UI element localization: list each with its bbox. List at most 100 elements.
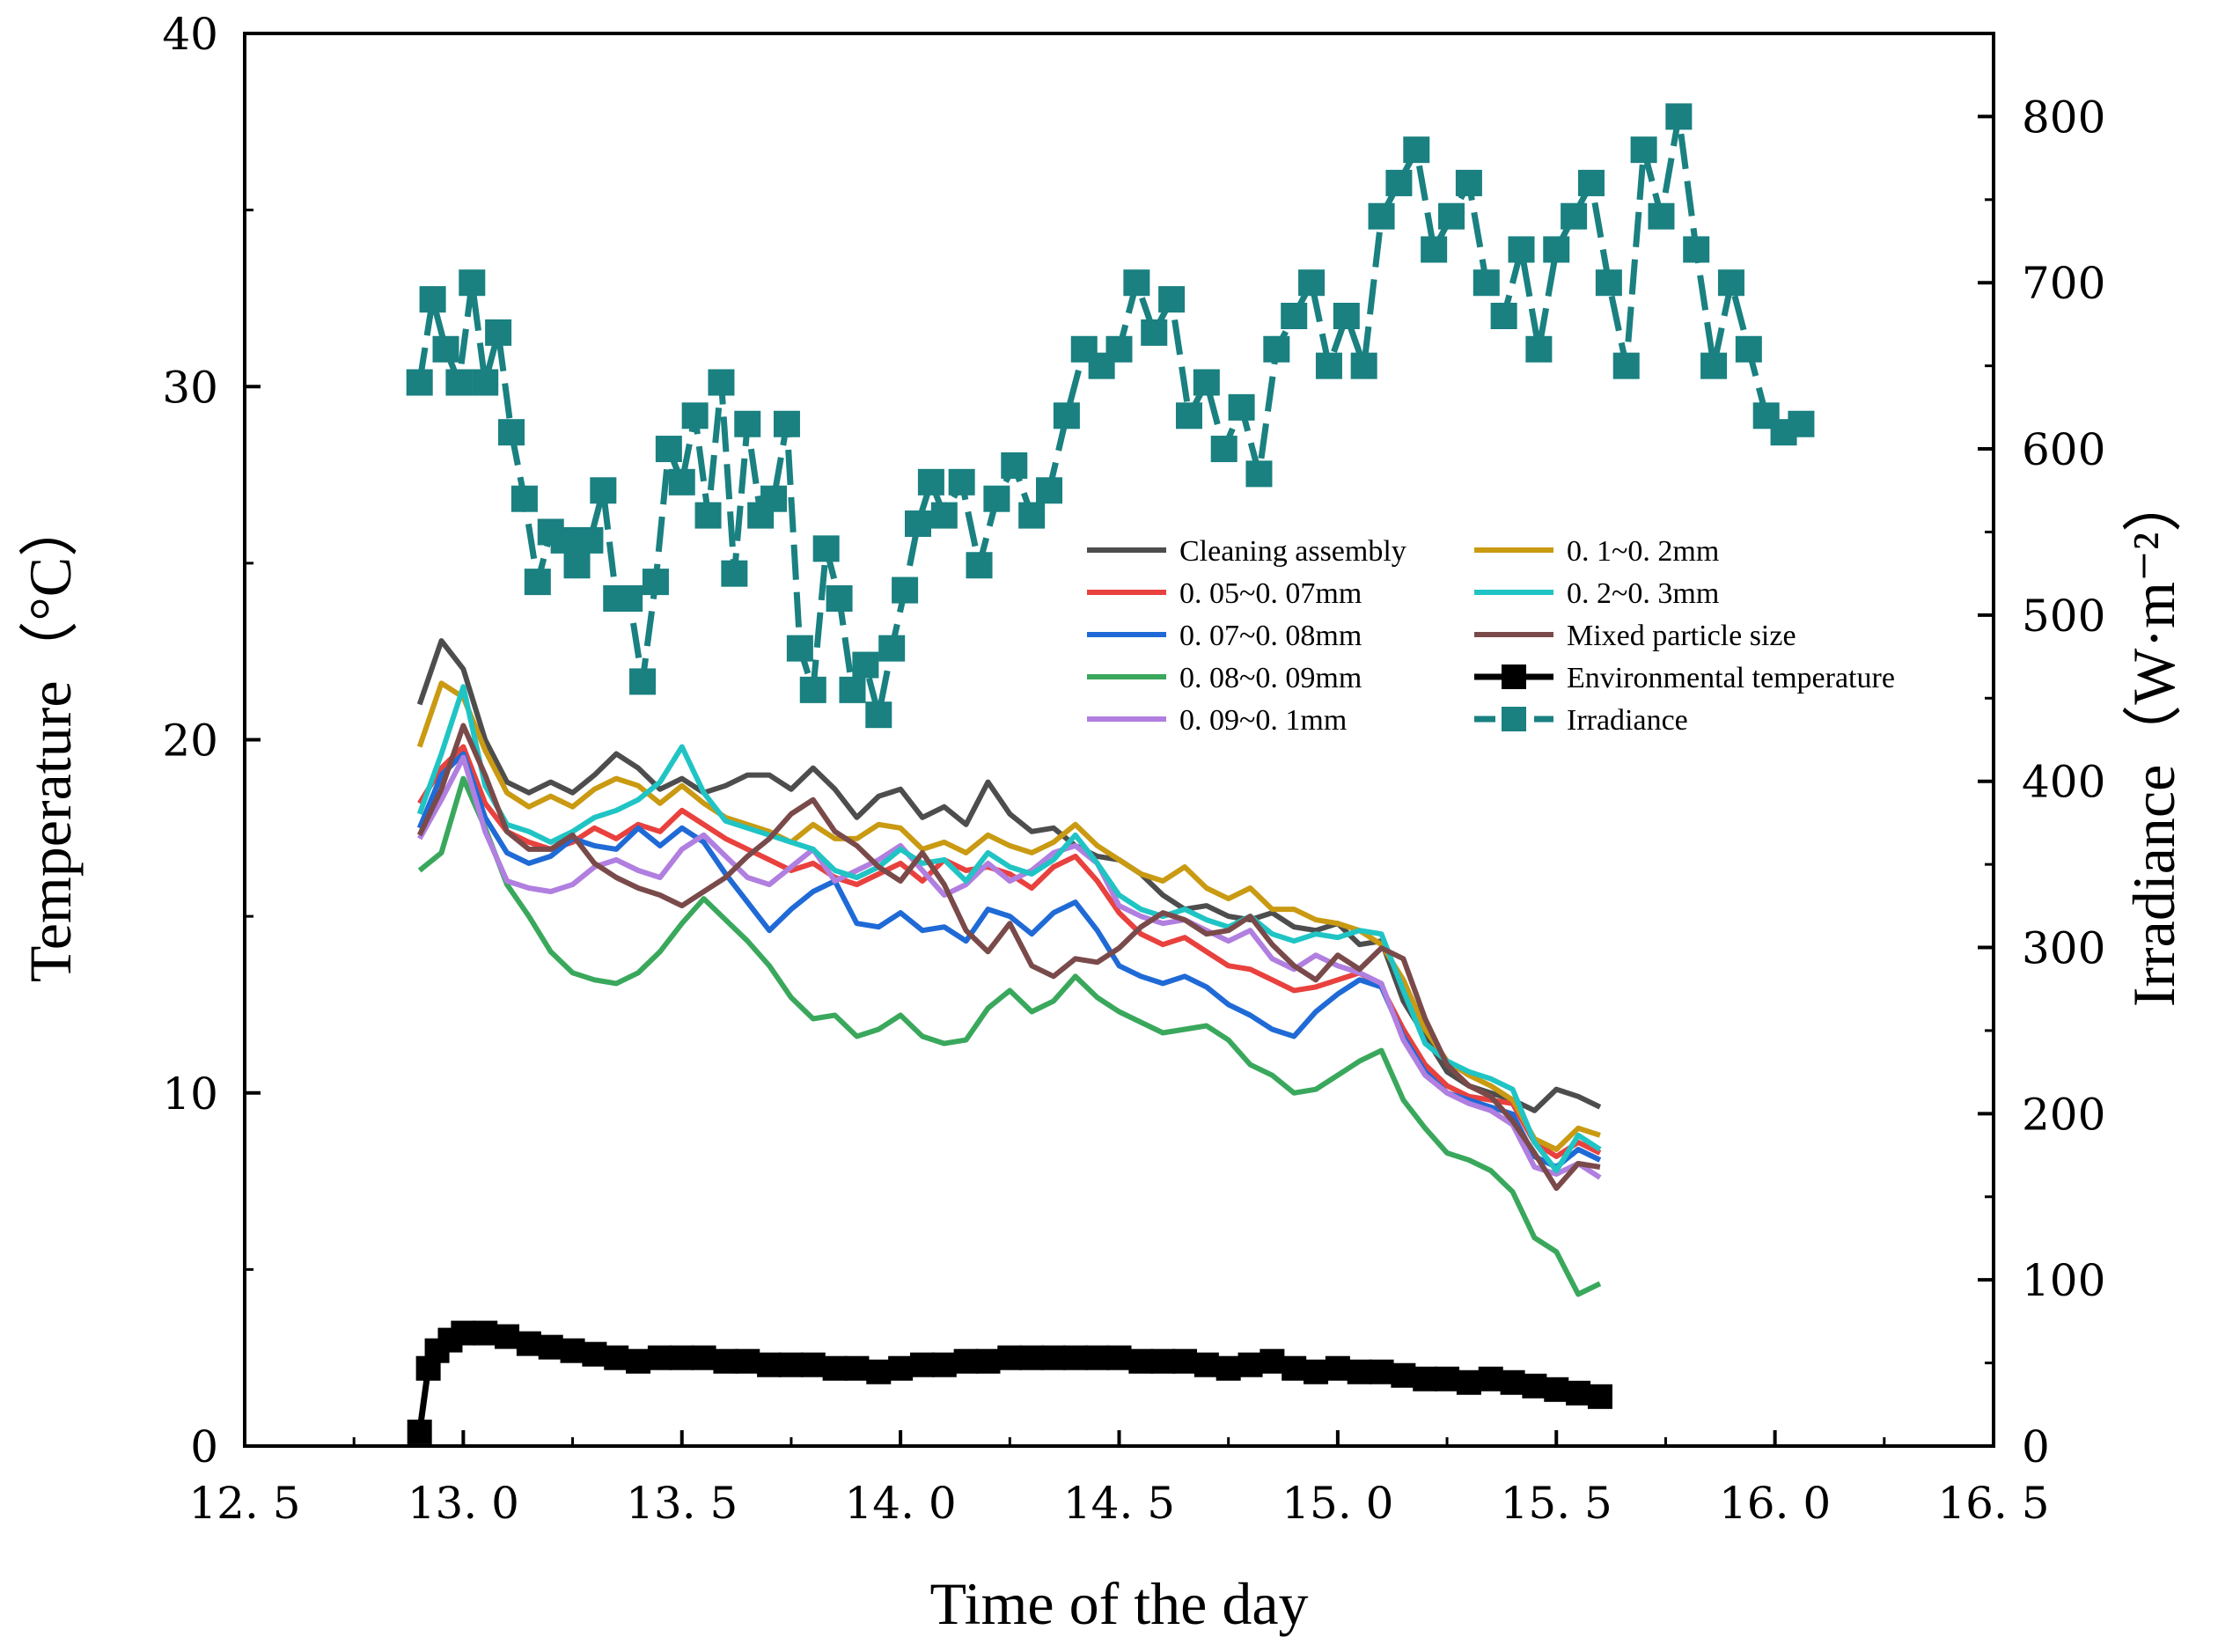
data-point — [953, 1348, 979, 1374]
data-point — [1421, 236, 1448, 263]
y2-tick-label: 400 — [2022, 757, 2105, 808]
data-point — [1577, 169, 1605, 196]
y2-tick-label: 700 — [2022, 258, 2105, 309]
data-point — [1325, 1355, 1350, 1381]
data-point — [407, 1419, 432, 1444]
data-point — [1019, 1345, 1045, 1370]
legend-label: Environmental temperature — [1567, 662, 1895, 694]
data-point — [778, 1352, 804, 1377]
data-point — [866, 1359, 892, 1384]
data-point — [538, 1334, 563, 1360]
data-point — [1490, 303, 1517, 329]
data-point — [1478, 1366, 1503, 1391]
data-point — [550, 526, 577, 554]
data-point — [1683, 236, 1710, 263]
data-point — [826, 585, 853, 612]
data-point — [485, 319, 512, 346]
data-point — [590, 477, 617, 504]
y2-tick-label: 500 — [2022, 591, 2105, 642]
data-point — [865, 701, 892, 729]
y-tick-label: 40 — [162, 9, 218, 60]
data-point — [975, 1348, 1001, 1374]
legend-label: Mixed particle size — [1567, 620, 1796, 652]
series-cleaning-assembly — [416, 638, 1602, 1113]
data-point — [888, 1355, 914, 1381]
data-point — [1215, 1355, 1241, 1381]
x-axis: 12. 5 13. 0 13. 5 14. 0 14. 5 15. 0 15. 5 16. 0… — [188, 1430, 2050, 1529]
data-point — [604, 1345, 629, 1370]
data-point — [510, 485, 538, 512]
x-axis-title: Time of the day — [929, 1570, 1308, 1637]
x-tick-label: 13. 5 — [626, 1478, 738, 1529]
data-point — [1238, 1352, 1263, 1377]
data-point — [1595, 269, 1622, 297]
data-point — [516, 1331, 541, 1356]
y2-tick-label: 800 — [2022, 92, 2105, 143]
y-axis-right: 0 100 200 300 400 500 600 700 800 — [1978, 92, 2105, 1472]
legend-entry: 0. 1~0. 2mm — [1474, 535, 1719, 568]
data-point — [473, 1320, 498, 1346]
data-point — [1648, 202, 1675, 230]
x-tick-label: 15. 5 — [1501, 1478, 1612, 1529]
legend-label: Cleaning assembly — [1179, 535, 1406, 568]
data-point — [560, 1338, 585, 1363]
legend: Cleaning assembly 0. 05~0. 07mm 0. 07~0. 0… — [1087, 535, 1895, 737]
data-point — [1123, 269, 1150, 297]
data-point — [1128, 1348, 1154, 1374]
data-point — [1456, 1369, 1481, 1395]
data-point — [1172, 1348, 1198, 1374]
x-tick-label: 14. 5 — [1063, 1478, 1175, 1529]
data-point — [1561, 202, 1588, 230]
data-point — [713, 1348, 738, 1374]
data-point — [1228, 393, 1255, 421]
data-point — [931, 1352, 957, 1377]
data-point — [1281, 303, 1308, 329]
data-point — [1369, 1359, 1394, 1384]
legend-entry: 0. 05~0. 07mm — [1087, 577, 1362, 610]
data-point — [1403, 136, 1430, 164]
y-axis-right-title: Irradiance（W·m⁻²） — [2120, 473, 2187, 1008]
data-point — [1263, 335, 1290, 363]
data-point — [1158, 286, 1186, 313]
data-point — [432, 335, 459, 363]
series-0-05-0-07mm — [417, 744, 1602, 1159]
data-point — [1566, 1380, 1591, 1406]
plot-frame — [243, 32, 1995, 1448]
y-tick-label: 20 — [162, 716, 218, 767]
series-0-2-0-3mm — [416, 684, 1602, 1173]
data-point — [1500, 1369, 1525, 1395]
series-line-mixed-particle-size — [416, 723, 1601, 1192]
data-point — [642, 569, 669, 596]
legend-marker — [1502, 664, 1526, 689]
data-point — [1106, 1345, 1132, 1370]
legend-label: 0. 05~0. 07mm — [1179, 577, 1362, 610]
data-point — [1385, 169, 1413, 196]
series-line-0-1-0-2mm — [416, 680, 1601, 1152]
legend-entry: Irradiance — [1474, 704, 1688, 737]
data-point — [917, 468, 944, 496]
y-tick-label: 10 — [162, 1068, 218, 1120]
data-point — [852, 651, 879, 679]
data-point — [1141, 319, 1168, 346]
data-point — [647, 1345, 672, 1370]
x-tick-label: 14. 0 — [845, 1478, 957, 1529]
y2-tick-label: 0 — [2022, 1421, 2050, 1472]
data-point — [451, 1320, 476, 1346]
data-point — [773, 410, 800, 437]
data-point — [655, 436, 682, 463]
x-tick-label: 12. 5 — [188, 1478, 300, 1529]
data-point — [1525, 335, 1553, 363]
data-point — [616, 585, 643, 612]
data-point — [459, 269, 486, 297]
series-0-1-0-2mm — [416, 680, 1601, 1152]
data-point — [681, 402, 709, 430]
data-point — [735, 1348, 760, 1374]
data-point — [966, 552, 993, 579]
legend-entry: 0. 07~0. 08mm — [1087, 620, 1362, 652]
temperature-series-layer — [407, 638, 1612, 1444]
data-point — [1735, 335, 1762, 363]
data-point — [1105, 335, 1133, 363]
data-point — [1347, 1359, 1372, 1384]
data-point — [1175, 402, 1202, 430]
data-point — [1508, 236, 1535, 263]
